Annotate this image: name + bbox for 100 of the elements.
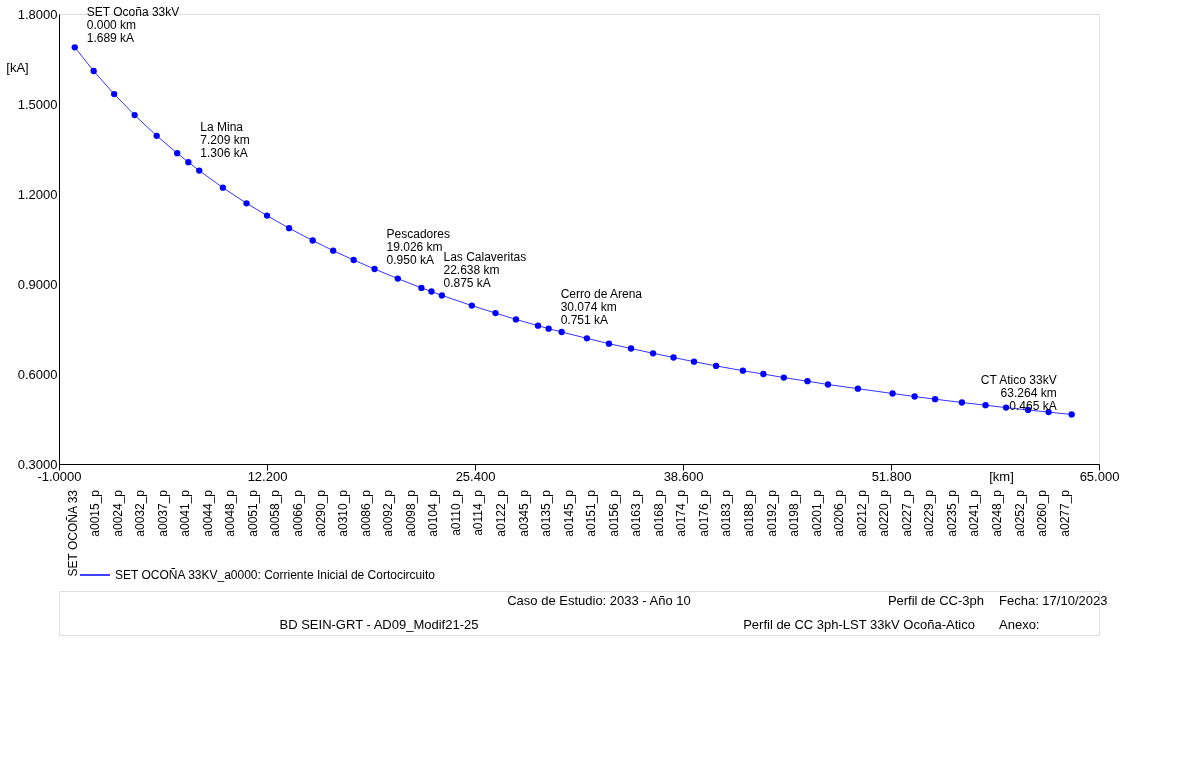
point — [627, 345, 635, 352]
text: a0086_p — [358, 489, 373, 537]
text: a0024_p — [110, 489, 125, 537]
point — [468, 302, 476, 309]
point — [583, 335, 591, 342]
text: a0241_p — [967, 489, 982, 537]
text: a0156_p — [606, 489, 621, 537]
text: a0310_p — [336, 489, 351, 537]
text: a0110_p — [448, 489, 463, 536]
point — [330, 247, 337, 254]
text: a0235_p — [944, 489, 959, 537]
point — [110, 90, 118, 98]
x-tick-label: 25.400 — [455, 468, 496, 484]
text: a0151_p — [584, 489, 599, 537]
point — [558, 328, 565, 336]
text: a0044_p — [200, 489, 215, 537]
point — [780, 374, 788, 381]
text: a0066_p — [291, 489, 306, 537]
text: Anexo: — [999, 617, 1040, 632]
text: a0290_p — [313, 489, 328, 537]
y-tick-label: 0.6000 — [17, 366, 58, 382]
x-axis-title: [km] — [989, 468, 1014, 484]
text: a0277_p — [1057, 489, 1072, 537]
text: a0174_p — [674, 489, 689, 537]
legend-label: SET OCOÑA 33KV_a0000: Corriente Inicial de Cortocircuito — [115, 568, 436, 582]
point — [350, 256, 357, 264]
annotation: CT Atico 33kV 63.264 km 0.465 kA — [980, 372, 1057, 413]
point — [534, 322, 542, 329]
text: a0032_p — [133, 489, 148, 537]
text: a0135_p — [539, 489, 554, 537]
text: a0114_p — [471, 489, 486, 536]
annotation: Las Calaveritas 22.638 km 0.875 kA — [443, 249, 527, 290]
point — [71, 44, 78, 51]
text: a0220_p — [877, 489, 892, 537]
point — [492, 309, 499, 317]
text: Perfil de CC-3ph — [887, 593, 984, 608]
point — [931, 396, 939, 403]
point — [824, 381, 832, 388]
text: a0206_p — [832, 489, 847, 537]
point — [219, 184, 227, 191]
text: a0260_p — [1035, 489, 1050, 537]
text: a0183_p — [719, 489, 734, 537]
point — [153, 132, 160, 139]
text: Perfil de CC 3ph-LST 33kV Ocoña-Atico — [743, 617, 975, 632]
text: a0201_p — [809, 489, 824, 537]
point — [712, 362, 720, 370]
point — [605, 340, 613, 347]
y-tick-label: 1.5000 — [17, 96, 58, 112]
text: a0092_p — [381, 489, 396, 537]
point — [243, 200, 250, 207]
point — [1068, 411, 1075, 418]
annotation: La Mina 7.209 km 1.306 kA — [200, 120, 250, 161]
point — [285, 225, 293, 232]
annotation: SET Ocoña 33kV 0.000 km 1.689 kA — [86, 5, 180, 46]
point — [889, 390, 896, 397]
point — [185, 159, 192, 166]
text: a0163_p — [629, 489, 644, 537]
text: a0192_p — [764, 489, 779, 537]
text: a0176_p — [696, 489, 711, 537]
point — [804, 378, 811, 385]
text: a0252_p — [1012, 489, 1027, 537]
point — [545, 325, 552, 332]
text: a0188_p — [741, 489, 756, 537]
point — [760, 370, 767, 378]
text: a0168_p — [651, 489, 666, 537]
point — [309, 237, 316, 244]
point — [670, 354, 677, 361]
text: BD SEIN-GRT - AD09_Modif21-25 — [279, 617, 479, 632]
point — [90, 67, 97, 75]
y-axis-title: [kA] — [6, 59, 29, 75]
text: a0229_p — [922, 489, 937, 537]
point — [739, 367, 747, 374]
point — [438, 292, 446, 299]
point — [428, 288, 435, 295]
point — [690, 358, 698, 365]
point — [196, 167, 203, 174]
text: a0041_p — [178, 489, 193, 537]
text: a0051_p — [245, 489, 260, 537]
y-tick-label: 1.2000 — [17, 186, 58, 202]
point — [958, 399, 966, 406]
text: a0212_p — [854, 489, 869, 537]
point — [649, 350, 657, 357]
y-tick-label: 0.9000 — [17, 276, 58, 292]
text: a0198_p — [787, 489, 802, 537]
point — [131, 111, 138, 119]
text: Caso de Estudio: 2033 - Año 10 — [507, 593, 691, 608]
text: a0037_p — [155, 489, 170, 537]
y-tick-label: 1.8000 — [17, 6, 58, 22]
point — [854, 385, 862, 392]
x-tick-label: 38.600 — [663, 468, 704, 484]
x-tick-label: 65.000 — [1079, 468, 1120, 484]
text: a0015_p — [88, 489, 103, 537]
text: a0145_p — [561, 489, 576, 537]
point — [394, 275, 401, 282]
point — [263, 212, 271, 219]
text: a0122_p — [493, 489, 508, 537]
text: a0248_p — [990, 489, 1005, 537]
annotation: Cerro de Arena 30.074 km 0.751 kA — [560, 286, 643, 327]
text: a0098_p — [403, 489, 418, 537]
point — [911, 393, 918, 400]
